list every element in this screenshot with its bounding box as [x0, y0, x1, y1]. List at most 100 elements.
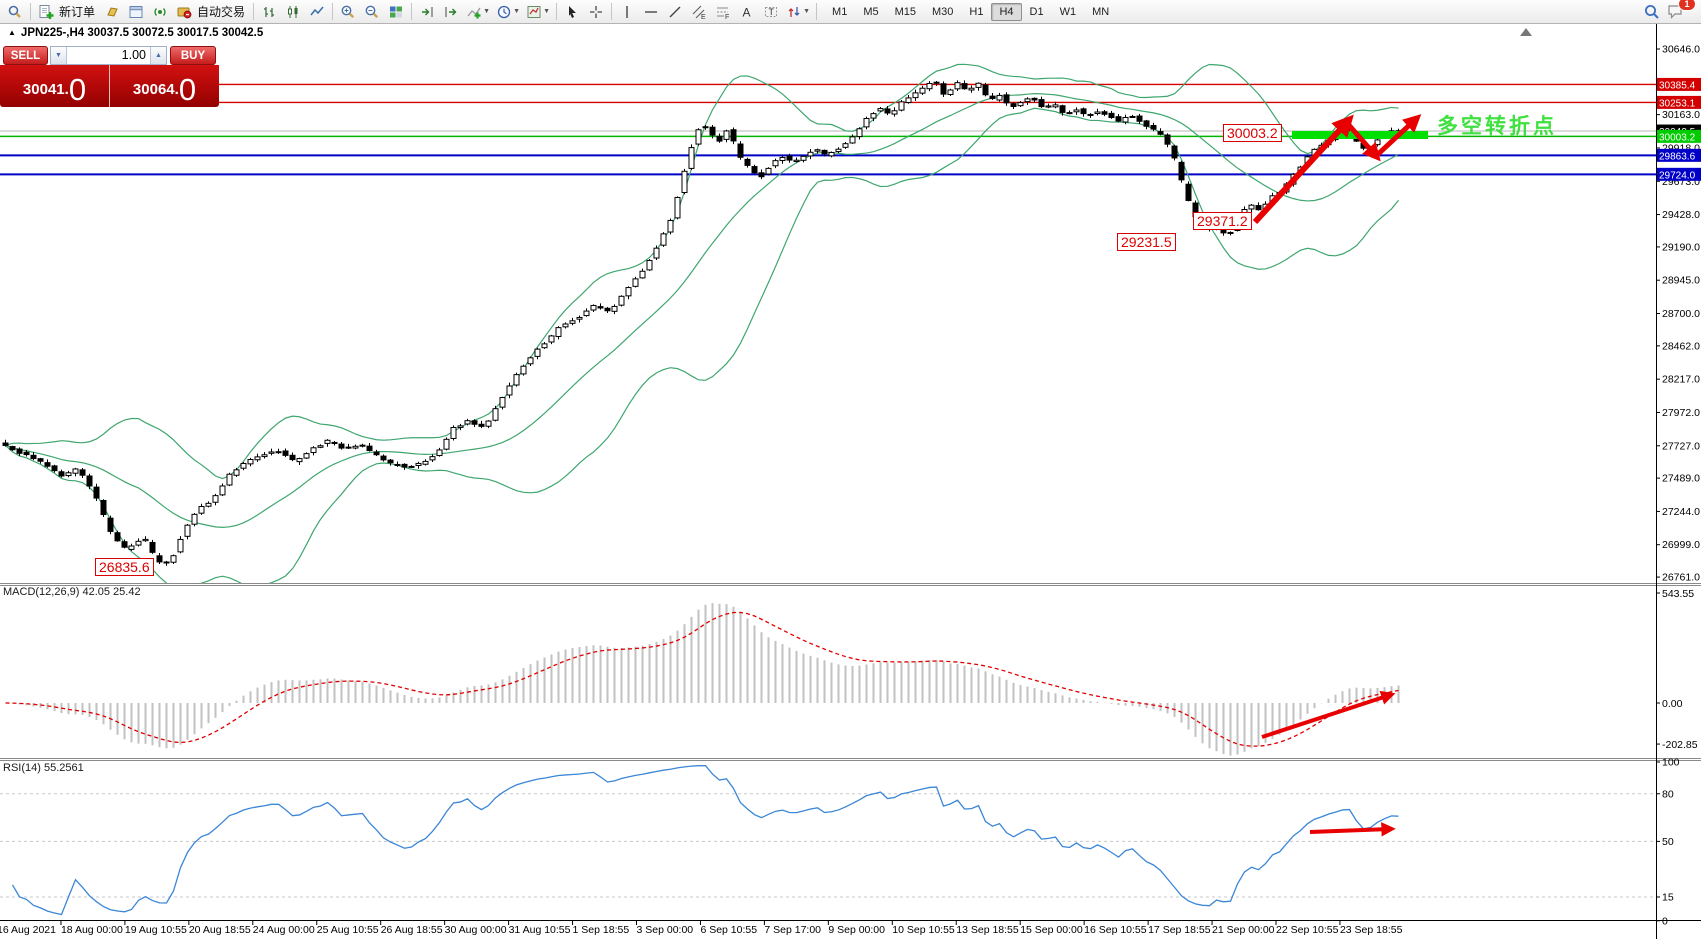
buy-price[interactable]: 30064. 0 — [132, 72, 197, 107]
price-chart-canvas[interactable]: 30646.030163.029918.029673.029428.029190… — [0, 24, 1701, 939]
search-icon[interactable] — [1640, 2, 1664, 22]
autotrading-icon[interactable] — [172, 2, 196, 22]
arrows-menu-icon[interactable]: ▼ — [783, 2, 813, 22]
svg-text:15 Sep 00:00: 15 Sep 00:00 — [1020, 924, 1083, 936]
svg-text:27727.0: 27727.0 — [1662, 440, 1700, 452]
one-click-toggle-icon[interactable]: ▲ — [8, 28, 16, 37]
toolbar-separator — [556, 3, 558, 20]
svg-text:1 Sep 18:55: 1 Sep 18:55 — [573, 924, 630, 936]
toolbar-separator — [611, 3, 613, 20]
new-order-label[interactable]: 新订单 — [59, 5, 96, 19]
rsi-scale: 100 80 50 15 0 — [1656, 757, 1680, 927]
timeframe-button-M5[interactable]: M5 — [863, 5, 879, 18]
vertical-line-tool-icon[interactable] — [615, 2, 639, 22]
svg-text:27489.0: 27489.0 — [1662, 473, 1700, 485]
svg-text:3 Sep 00:00: 3 Sep 00:00 — [637, 924, 694, 936]
svg-text:80: 80 — [1662, 788, 1674, 800]
line-chart-icon[interactable] — [305, 2, 329, 22]
timeframe-button-M30[interactable]: M30 — [932, 5, 954, 18]
chart-drawings — [1252, 28, 1532, 837]
sell-price[interactable]: 30041. 0 — [22, 72, 87, 107]
new-order-icon[interactable] — [34, 2, 58, 22]
svg-text:17 Sep 18:55: 17 Sep 18:55 — [1148, 924, 1211, 936]
svg-text:20 Aug 18:55: 20 Aug 18:55 — [189, 924, 251, 936]
navigator-icon[interactable] — [148, 2, 172, 22]
svg-text:100: 100 — [1662, 757, 1680, 769]
market-watch-icon[interactable] — [100, 2, 124, 22]
svg-text:28700.0: 28700.0 — [1662, 308, 1700, 320]
svg-text:26999.0: 26999.0 — [1662, 539, 1700, 551]
rsi-line — [11, 764, 1399, 916]
volume-control: ▼ 1.00 ▲ — [50, 46, 167, 65]
volume-decrease-button[interactable]: ▼ — [51, 47, 67, 64]
chart-title-text: JPN225-,H4 30037.5 30072.5 30017.5 30042… — [20, 27, 264, 39]
timeframe-button-H1[interactable]: H1 — [969, 5, 984, 18]
dropdown-arrow-icon: ▼ — [543, 8, 550, 15]
volume-value[interactable]: 1.00 — [121, 48, 146, 62]
timeframe-button-H4[interactable]: H4 — [991, 2, 1022, 21]
svg-text:30003.2: 30003.2 — [1659, 132, 1696, 143]
svg-text:24 Aug 00:00: 24 Aug 00:00 — [253, 924, 315, 936]
svg-text:E: E — [701, 14, 706, 20]
macd-scale: 543.55 0.00 -202.85 — [1656, 588, 1698, 751]
zoom-in-icon[interactable] — [336, 2, 360, 22]
sell-button[interactable]: SELL — [3, 46, 48, 65]
volume-increase-button[interactable]: ▲ — [150, 47, 166, 64]
trendline-tool-icon[interactable] — [663, 2, 687, 22]
cursor-tool-icon[interactable] — [560, 2, 584, 22]
chart-shift-icon[interactable] — [439, 2, 463, 22]
data-window-icon[interactable] — [124, 2, 148, 22]
horizontal-line-tool-icon[interactable] — [639, 2, 663, 22]
chart-area: 30646.0 30163.0 29918.0 29673.0 29428.0 29190… — [0, 24, 1701, 939]
toolbar-separator — [332, 3, 334, 20]
templates-menu-icon[interactable]: ▼ — [523, 2, 553, 22]
macd-signal-line — [5, 611, 1399, 747]
text-label-tool-icon[interactable]: T — [759, 2, 783, 22]
channel-tool-icon[interactable]: E — [687, 2, 711, 22]
svg-text:15: 15 — [1662, 891, 1674, 903]
fibonacci-tool-icon[interactable]: F — [711, 2, 735, 22]
rsi-arrow — [1309, 822, 1396, 837]
svg-text:9 Sep 00:00: 9 Sep 00:00 — [828, 924, 885, 936]
periods-menu-icon[interactable]: ▼ — [493, 2, 523, 22]
svg-text:-202.85: -202.85 — [1662, 739, 1698, 751]
buy-button[interactable]: BUY — [170, 46, 216, 65]
timeframe-button-D1[interactable]: D1 — [1029, 5, 1044, 18]
svg-text:19 Aug 10:55: 19 Aug 10:55 — [125, 924, 187, 936]
svg-text:16 Aug 2021: 16 Aug 2021 — [0, 924, 56, 936]
svg-text:7 Sep 17:00: 7 Sep 17:00 — [764, 924, 821, 936]
turning-point-label[interactable]: 多空转折点 — [1437, 115, 1557, 138]
price-annotation-box[interactable]: 29231.5 — [1117, 233, 1176, 251]
tile-windows-icon[interactable] — [384, 2, 408, 22]
svg-text:27244.0: 27244.0 — [1662, 506, 1700, 518]
zoom-out-icon[interactable] — [360, 2, 384, 22]
dropdown-arrow-icon: ▼ — [513, 8, 520, 15]
timeframe-button-M1[interactable]: M1 — [832, 5, 848, 18]
toolbar-separator — [816, 3, 818, 20]
price-divider — [109, 65, 110, 107]
bid-ask-prices: 30041. 0 30064. 0 — [0, 65, 219, 107]
indicators-menu-icon[interactable]: ▼ — [463, 2, 493, 22]
price-annotation-box[interactable]: 29371.2 — [1193, 212, 1252, 230]
svg-text:29724.0: 29724.0 — [1659, 170, 1696, 181]
toolbar-separator — [411, 3, 413, 20]
candlestick-chart-icon[interactable] — [281, 2, 305, 22]
price-annotation-box[interactable]: 30003.2 — [1223, 124, 1282, 142]
timeframe-button-M15[interactable]: M15 — [894, 5, 916, 18]
auto-scroll-icon[interactable] — [415, 2, 439, 22]
chat-icon[interactable]: 1 — [1664, 0, 1696, 22]
timeframe-button-MN[interactable]: MN — [1092, 5, 1110, 18]
chart-search-icon[interactable] — [3, 2, 27, 22]
svg-text:0: 0 — [1662, 915, 1668, 927]
text-tool-icon[interactable]: A — [735, 2, 759, 22]
price-annotation-box[interactable]: 26835.6 — [95, 558, 154, 576]
autotrading-label[interactable]: 自动交易 — [197, 5, 246, 19]
crosshair-tool-icon[interactable] — [584, 2, 608, 22]
svg-text:21 Sep 00:00: 21 Sep 00:00 — [1212, 924, 1275, 936]
timeframe-button-W1[interactable]: W1 — [1059, 5, 1077, 18]
chart-title: ▲ JPN225-,H4 30037.5 30072.5 30017.5 3004… — [8, 27, 263, 39]
svg-text:30253.1: 30253.1 — [1659, 98, 1696, 109]
pane-separators — [0, 24, 1701, 939]
svg-text:28462.0: 28462.0 — [1662, 340, 1700, 352]
bar-chart-icon[interactable] — [257, 2, 281, 22]
